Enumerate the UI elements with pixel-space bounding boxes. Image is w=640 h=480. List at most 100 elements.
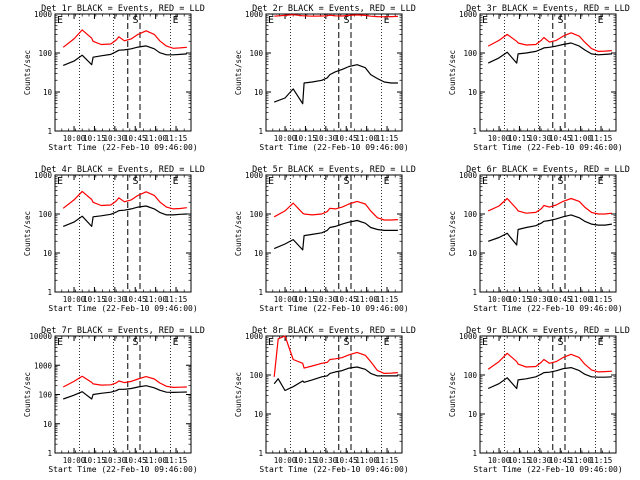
interval-marker-label: E xyxy=(268,15,274,26)
panel-title: Det 7r BLACK = Events, RED = LLD xyxy=(41,326,205,336)
x-tick-label: 11:15 xyxy=(590,134,613,143)
x-tick-label: 11:00 xyxy=(569,295,592,304)
x-tick-label: 11:00 xyxy=(144,295,167,304)
x-tick-label: 10:00 xyxy=(274,295,297,304)
y-axis-label: Counts/sec xyxy=(234,50,243,95)
y-tick-label: 1 xyxy=(47,288,52,297)
y-tick-label: 10 xyxy=(43,420,53,429)
x-axis-label: Start Time (22-Feb-10 09:46:00) xyxy=(48,465,197,474)
x-tick-label: 10:45 xyxy=(124,295,147,304)
series-line-events xyxy=(62,205,187,227)
x-tick-label: 11:00 xyxy=(569,134,592,143)
y-tick-label: 1 xyxy=(258,288,263,297)
interval-marker-label: S xyxy=(133,337,139,348)
x-tick-label: 10:45 xyxy=(124,456,147,465)
y-tick-label: 100 xyxy=(463,49,477,58)
series-line-events xyxy=(62,45,187,66)
series-line-lld xyxy=(273,335,398,377)
y-tick-label: 100 xyxy=(38,391,52,400)
series-line-lld xyxy=(62,375,187,388)
series-line-events xyxy=(273,366,398,392)
series-line-events xyxy=(488,214,612,246)
x-tick-label: 10:30 xyxy=(104,295,127,304)
y-axis-label: Counts/sec xyxy=(448,211,457,256)
interval-marker-label: S xyxy=(558,337,564,348)
x-tick-label: 10:30 xyxy=(315,134,338,143)
series-line-events xyxy=(63,385,187,400)
x-tick-label: 10:15 xyxy=(508,456,531,465)
x-tick-label: 10:30 xyxy=(529,456,552,465)
x-tick-label: 11:00 xyxy=(355,134,378,143)
x-axis-label: Start Time (22-Feb-10 09:46:00) xyxy=(473,465,622,474)
x-tick-label: 11:15 xyxy=(590,295,613,304)
interval-marker-label: E xyxy=(173,176,179,187)
x-tick-label: 10:30 xyxy=(104,456,127,465)
x-tick-label: 10:45 xyxy=(124,134,147,143)
series-line-lld xyxy=(273,200,398,221)
series-line-events xyxy=(273,219,398,251)
x-tick-label: 10:15 xyxy=(83,134,106,143)
x-tick-label: 10:30 xyxy=(529,134,552,143)
x-tick-label: 10:00 xyxy=(488,295,511,304)
x-tick-label: 11:00 xyxy=(569,456,592,465)
x-tick-label: 10:30 xyxy=(104,134,127,143)
x-tick-label: 10:45 xyxy=(549,134,572,143)
interval-marker-label: E xyxy=(173,15,179,26)
x-axis-label: Start Time (22-Feb-10 09:46:00) xyxy=(259,304,408,313)
x-tick-label: 10:00 xyxy=(63,295,86,304)
y-tick-label: 10 xyxy=(468,88,478,97)
interval-marker-label: S xyxy=(133,176,139,187)
interval-marker-label: S xyxy=(558,176,564,187)
y-tick-label: 1000 xyxy=(459,10,478,19)
y-tick-label: 100 xyxy=(463,210,477,219)
x-tick-label: 11:00 xyxy=(144,456,167,465)
y-tick-label: 10000 xyxy=(29,332,52,341)
series-line-lld xyxy=(274,14,398,18)
panel-title: Det 2r BLACK = Events, RED = LLD xyxy=(252,4,416,14)
y-tick-label: 1000 xyxy=(459,171,478,180)
y-tick-label: 1000 xyxy=(245,171,264,180)
y-tick-label: 10 xyxy=(254,249,264,258)
interval-marker-label: E xyxy=(173,337,179,348)
x-tick-label: 11:15 xyxy=(165,134,188,143)
x-axis-label: Start Time (22-Feb-10 09:46:00) xyxy=(473,143,622,152)
panel-title: Det 8r BLACK = Events, RED = LLD xyxy=(252,326,416,336)
x-tick-label: 10:30 xyxy=(529,295,552,304)
x-tick-label: 10:30 xyxy=(315,456,338,465)
y-axis-label: Counts/sec xyxy=(23,372,32,417)
interval-marker-label: S xyxy=(344,337,350,348)
x-tick-label: 11:00 xyxy=(355,456,378,465)
x-tick-label: 10:15 xyxy=(83,295,106,304)
interval-marker-label: E xyxy=(384,176,390,187)
interval-marker-label: E xyxy=(482,15,488,26)
y-tick-label: 1 xyxy=(472,449,477,458)
x-tick-label: 10:00 xyxy=(274,134,297,143)
x-tick-label: 10:15 xyxy=(508,134,531,143)
series-line-events xyxy=(487,367,612,390)
x-tick-label: 10:00 xyxy=(63,456,86,465)
interval-marker-label: E xyxy=(57,337,63,348)
interval-marker-label: S xyxy=(344,176,350,187)
interval-marker-label: E xyxy=(268,337,274,348)
y-tick-label: 1 xyxy=(472,288,477,297)
x-tick-label: 11:15 xyxy=(376,134,399,143)
y-tick-label: 100 xyxy=(249,49,263,58)
y-axis-label: Counts/sec xyxy=(448,50,457,95)
interval-marker-label: E xyxy=(598,176,604,187)
interval-marker-label: E xyxy=(268,176,274,187)
x-axis-label: Start Time (22-Feb-10 09:46:00) xyxy=(48,304,197,313)
x-tick-label: 10:45 xyxy=(335,295,358,304)
y-axis-label: Counts/sec xyxy=(234,372,243,417)
y-tick-label: 100 xyxy=(249,371,263,380)
y-tick-label: 10 xyxy=(254,410,264,419)
x-tick-label: 11:15 xyxy=(376,295,399,304)
